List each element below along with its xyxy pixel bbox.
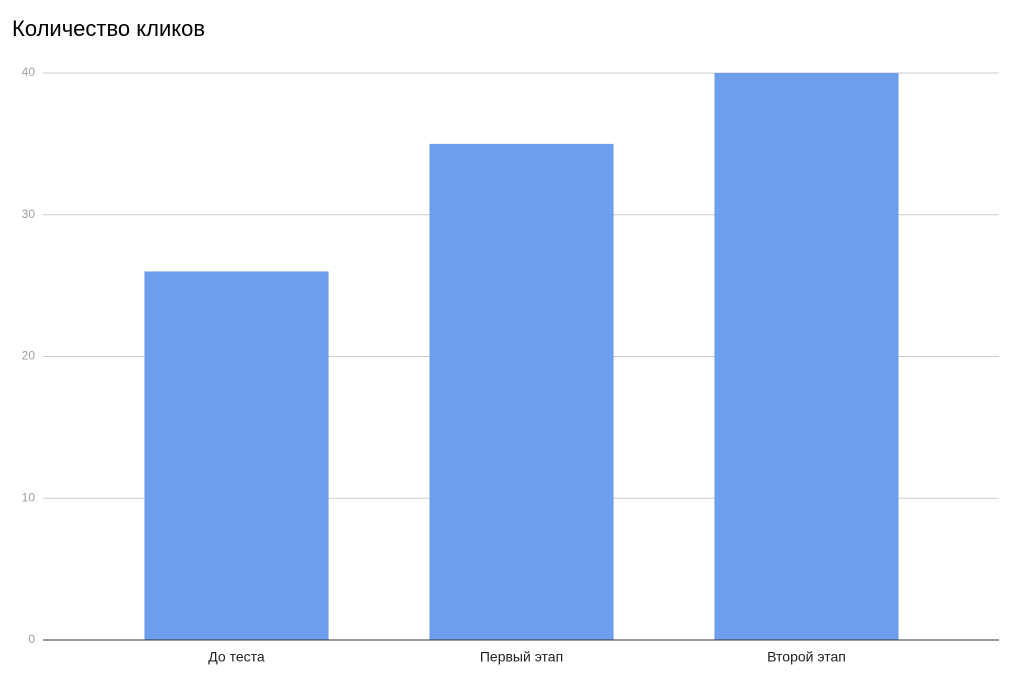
y-tick-label: 40 (22, 65, 36, 79)
y-tick-label: 10 (22, 490, 36, 504)
bar (144, 271, 329, 640)
chart-title: Количество кликов (12, 16, 205, 41)
y-tick-label: 30 (22, 207, 36, 221)
x-tick-label: Второй этап (767, 649, 846, 665)
bar (714, 73, 899, 640)
y-tick-label: 20 (22, 349, 36, 363)
y-tick-label: 0 (28, 632, 35, 646)
x-tick-label: До теста (208, 649, 265, 665)
bar (429, 143, 614, 640)
x-tick-label: Первый этап (480, 649, 563, 665)
